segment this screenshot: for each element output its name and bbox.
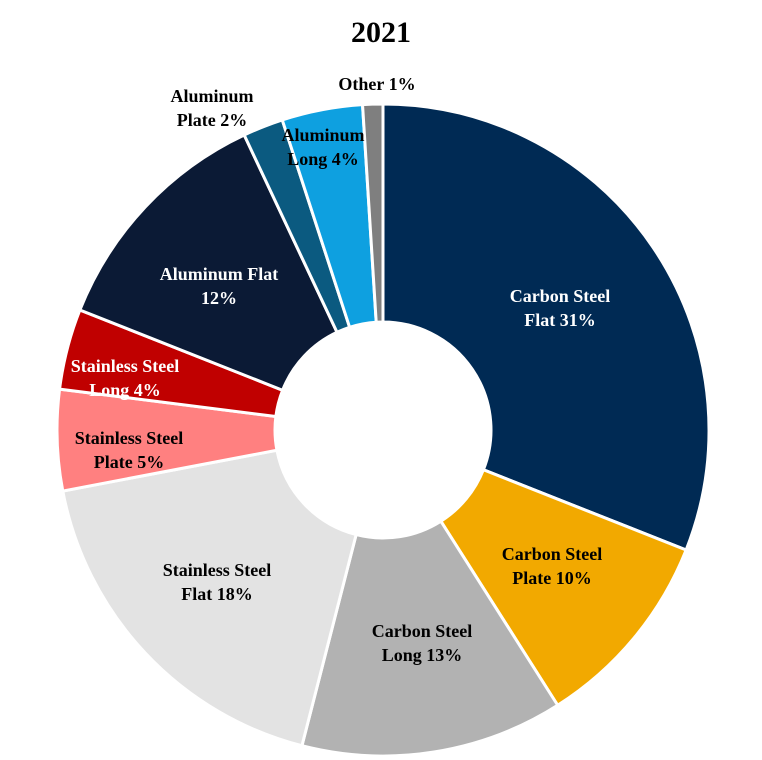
category-label: Stainless Steel Flat <box>162 560 272 604</box>
value-label: 13% <box>426 645 463 665</box>
category-label: Aluminum Flat <box>159 264 279 284</box>
value-label: 31% <box>559 310 596 330</box>
category-label: Aluminum Long <box>281 125 365 169</box>
slice-label: Carbon Steel Plate 10% <box>490 542 615 590</box>
donut-slice <box>438 467 689 708</box>
slice-label: Aluminum Plate 2% <box>162 84 262 132</box>
slice-label: Aluminum Long 4% <box>273 123 373 171</box>
category-label: Aluminum Plate <box>170 86 254 130</box>
category-label: Stainless Steel Plate <box>74 428 184 472</box>
slice-label: Aluminum Flat 12% <box>144 262 294 310</box>
slice-label: Carbon Steel Long 13% <box>360 619 485 667</box>
value-label: 1% <box>388 74 416 94</box>
chart-title: 2021 <box>351 16 411 49</box>
donut-slice <box>300 519 560 758</box>
slice-label: Stainless Steel Flat 18% <box>147 558 287 606</box>
category-label: Carbon Steel Flat <box>509 286 611 330</box>
value-label: 18% <box>216 584 253 604</box>
slice-label: Other 1% <box>317 72 437 96</box>
category-label: Stainless Steel Long <box>70 356 180 400</box>
slice-label: Stainless Steel Plate 5% <box>59 426 199 474</box>
value-label: 12% <box>201 288 237 308</box>
value-label: 5% <box>137 452 165 472</box>
donut-slice <box>360 102 385 324</box>
category-label: Other <box>338 74 385 94</box>
donut-slice <box>381 102 711 552</box>
donut-slice <box>61 448 358 748</box>
slice-label: Stainless Steel Long 4% <box>55 354 195 402</box>
value-label: 4% <box>331 149 359 169</box>
value-label: 4% <box>133 380 161 400</box>
value-label: 10% <box>555 568 592 588</box>
category-label: Carbon Steel Plate <box>501 544 603 588</box>
value-label: 2% <box>220 110 248 130</box>
category-label: Carbon Steel Long <box>371 621 473 665</box>
slice-label: Carbon Steel Flat 31% <box>495 284 625 332</box>
